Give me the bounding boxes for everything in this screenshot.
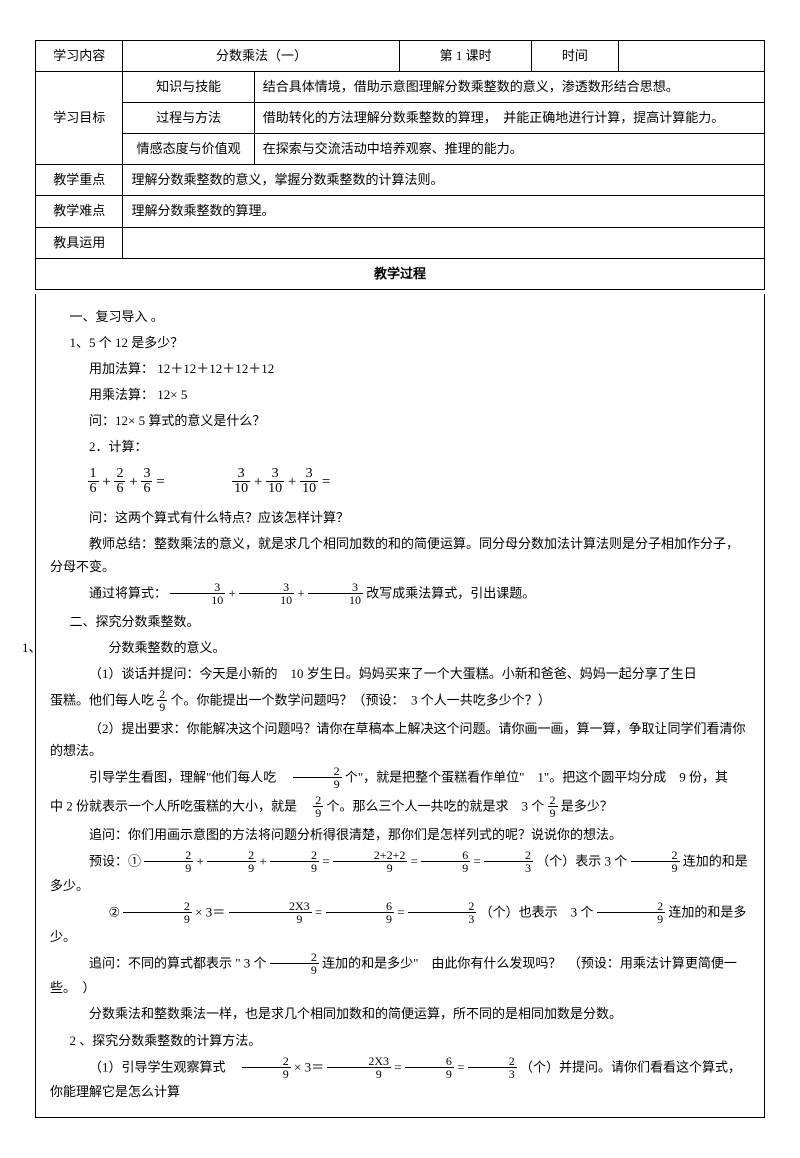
cell-study-content-label: 学习内容 — [36, 41, 123, 72]
cell-keypoint-text: 理解分数乘整数的意义，掌握分数乘整数的计算法则。 — [123, 165, 765, 196]
p16a: 中 2 份就表示一个人所吃蛋糕的大小，就是 — [50, 799, 310, 814]
p-14: （2）提出要求：你能解决这个问题吗？请你在草稿本上解决这个问题。请你画一画，算一… — [50, 718, 750, 762]
teacher-summary: 教师总结：整数乘法的意义，就是求几个相同加数的和的简便运算。同分母分数加法计算法… — [50, 533, 750, 577]
p16b: 个。那么三个人一共吃的就是求 3 个 — [327, 799, 545, 814]
sub-1: 分数乘整数的意义。 — [50, 637, 750, 659]
section-1-title: 一、复习导入 。 — [50, 306, 750, 328]
cell-process-text: 借助转化的方法理解分数乘整数的算理， 并能正确地进行计算，提高计算能力。 — [254, 103, 764, 134]
cell-attitude-label: 情感态度与价值观 — [123, 134, 254, 165]
p16c: 是多少？ — [561, 799, 613, 814]
p-13: 蛋糕。他们每人吃 29 个。你能提出一个数学问题吗？（预设： 3 个人一共吃多少… — [50, 689, 750, 714]
teaching-process-content: 一、复习导入 。 1、5 个 12 是多少？ 用加法算： 12＋12＋12＋12… — [35, 294, 765, 1118]
cell-knowledge-text: 结合具体情境，借助示意图理解分数乘整数的意义，渗透数形结合思想。 — [254, 72, 764, 103]
p23a: （1）引导学生观察算式 — [89, 1059, 239, 1074]
cell-process-label: 过程与方法 — [123, 103, 254, 134]
p19b: × 3＝ — [195, 905, 225, 920]
cell-period: 第 1 课时 — [400, 41, 531, 72]
p19a: ② — [109, 905, 121, 920]
p-18: 预设：① 29 + 29 + 29 = 2+2+29 = 69 = 23 （个）… — [50, 850, 750, 897]
p15b: 个"，就是把整个蛋糕看作单位" 1"。把这个圆平均分成 9 份，其 — [345, 770, 728, 785]
p-16: 中 2 份就表示一个人所吃蛋糕的大小，就是 29 个。那么三个人一共吃的就是求 … — [50, 795, 750, 820]
p-15: 引导学生看图，理解"他们每人吃 29 个"，就是把整个蛋糕看作单位" 1"。把这… — [50, 766, 750, 791]
p18a: 预设：① — [89, 854, 141, 869]
lesson-header-table: 学习内容 分数乘法（一） 第 1 课时 时间 学习目标 知识与技能 结合具体情境… — [35, 40, 765, 290]
cell-knowledge-label: 知识与技能 — [123, 72, 254, 103]
cell-tools-label: 教具运用 — [36, 227, 123, 258]
p-19: ② 29 × 3＝ 2X39 = 69 = 23 （个）也表示 3 个 29 连… — [50, 901, 750, 948]
cell-difficulty-label: 教学难点 — [36, 196, 123, 227]
p15a: 引导学生看图，理解"他们每人吃 — [89, 770, 289, 785]
cell-tools-text — [123, 227, 765, 258]
p-23: （1）引导学生观察算式 29 × 3＝ 2X39 = 69 = 23 （个）并提… — [50, 1056, 750, 1103]
q1-add: 用加法算： 12＋12＋12＋12＋12 — [50, 358, 750, 380]
cell-process-title: 教学过程 — [36, 258, 765, 289]
p19c: （个）也表示 3 个 — [480, 905, 594, 920]
cell-time-label: 时间 — [531, 41, 618, 72]
cell-difficulty-text: 理解分数乘整数的算理。 — [123, 196, 765, 227]
p20a: 追问：不同的算式都表示 " 3 个 — [89, 956, 267, 971]
p13b: 个。你能提出一个数学问题吗？（预设： 3 个人一共吃多少个？） — [171, 692, 551, 707]
section-2-title: 二、探究分数乘整数。 — [50, 611, 750, 633]
cell-lesson-title: 分数乘法（一） — [123, 41, 400, 72]
p-20: 追问：不同的算式都表示 " 3 个 29 连加的和是多少" 由此你有什么发现吗？… — [50, 952, 750, 999]
cell-objectives-label: 学习目标 — [36, 72, 123, 165]
q2-ask: 问：这两个算式有什么特点？应该怎样计算？ — [50, 507, 750, 529]
q1: 1、5 个 12 是多少？ — [50, 332, 750, 354]
q1-mul: 用乘法算： 12× 5 — [50, 384, 750, 406]
cell-attitude-text: 在探索与交流活动中培养观察、推理的能力。 — [254, 134, 764, 165]
equation-row-1: 16 + 26 + 36 = 310 + 310 + 310 = — [88, 468, 751, 497]
p18b: （个）表示 3 个 — [536, 854, 627, 869]
q1-ask: 问：12× 5 算式的意义是什么？ — [50, 410, 750, 432]
p13a: 蛋糕。他们每人吃 — [50, 692, 157, 707]
p23b: × 3＝ — [294, 1059, 324, 1074]
p-22: 2 、探究分数乘整数的计算方法。 — [50, 1030, 750, 1052]
p-21: 分数乘法和整数乘法一样，也是求几个相同加数和的简便运算，所不同的是相同加数是分数… — [50, 1003, 750, 1025]
rewrite-line: 通过将算式： 310 + 310 + 310 改写成乘法算式，引出课题。 — [50, 582, 750, 607]
p-17: 追问：你们用画示意图的方法将问题分析得很清楚，那你们是怎样列式的呢？说说你的想法… — [50, 824, 750, 846]
cell-time-value — [619, 41, 765, 72]
side-number-1: 1、 — [22, 637, 42, 659]
rewrite-a: 通过将算式： — [89, 585, 167, 600]
p-12: （1）谈话并提问：今天是小新的 10 岁生日。妈妈买来了一个大蛋糕。小新和爸爸、… — [50, 663, 750, 685]
cell-keypoint-label: 教学重点 — [36, 165, 123, 196]
q2: 2．计算： — [50, 436, 750, 458]
rewrite-b: 改写成乘法算式，引出课题。 — [366, 585, 535, 600]
